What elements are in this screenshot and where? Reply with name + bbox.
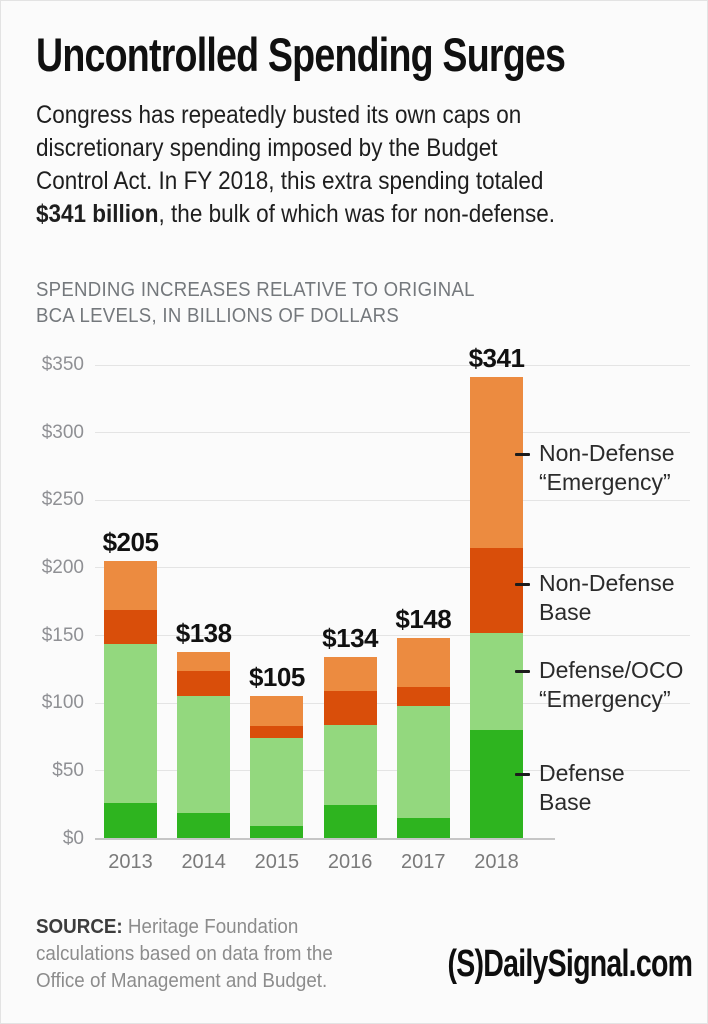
y-axis-tick-label-300: $300	[41, 421, 84, 443]
page-title: Uncontrolled Spending Surges	[36, 28, 566, 81]
intro-line-1: Congress has repeatedly busted its own c…	[36, 101, 522, 129]
source-line-3: Office of Management and Budget.	[36, 970, 328, 992]
annotation-label-non-defense-emergency-line-1: Non-Defense	[539, 440, 675, 467]
intro-bold-figure: $341 billion	[36, 200, 159, 228]
gridline-50	[95, 770, 690, 772]
y-axis-tick-label-100: $100	[41, 692, 84, 714]
annotation-label-non-defense-base: Non-Defense Base	[539, 569, 675, 627]
annotation-label-non-defense-base-line-1: Non-Defense	[539, 570, 675, 597]
x-axis-label-2014: 2014	[181, 850, 226, 873]
annotation-dash-defense-oco-emergency	[515, 669, 530, 673]
bar-segment-defense-base-2016	[323, 804, 377, 839]
y-axis-tick-label-0: $0	[62, 827, 84, 849]
bar-segment-defense-oco-emergency-2018	[470, 632, 523, 731]
gridline-100	[95, 702, 690, 704]
bar-segment-defense-oco-emergency-2016	[323, 724, 377, 805]
intro-line-2: discretionary spending imposed by the Bu…	[36, 134, 498, 162]
bar-segment-defense-oco-emergency-2017	[396, 705, 450, 819]
bar-segment-defense-oco-emergency-2013	[104, 643, 157, 804]
bar-segment-defense-base-2015	[250, 826, 304, 839]
daily-signal-logo: (S)DailySignal.com	[447, 943, 692, 985]
x-axis-label-2013: 2013	[108, 850, 153, 873]
bar-segment-defense-oco-emergency-2014	[177, 696, 231, 813]
annotation-label-defense-base: Defense Base	[539, 759, 625, 817]
gridline-150	[95, 635, 690, 637]
annotation-label-defense-base-line-1: Defense	[539, 760, 625, 787]
source-line-2: calculations based on data from the	[36, 943, 333, 965]
bar-segment-non-defense-emergency-2017	[396, 638, 450, 687]
source-note: SOURCE: Heritage Foundation calculations…	[36, 914, 352, 995]
bar-total-label-2017: $148	[395, 604, 452, 635]
bar-segment-non-defense-emergency-2018	[470, 377, 523, 548]
gridline-250	[95, 499, 690, 501]
bar-segment-defense-base-2013	[104, 803, 157, 839]
x-axis-label-2017: 2017	[401, 850, 446, 873]
bar-total-label-2018: $341	[468, 343, 525, 374]
annotation-label-defense-oco-emergency-line-1: Defense/OCO	[539, 657, 684, 684]
bar-segment-non-defense-base-2018	[470, 547, 523, 633]
bar-total-label-2013: $205	[102, 527, 159, 558]
annotation-label-defense-oco-emergency: Defense/OCO “Emergency”	[539, 656, 683, 714]
annotation-label-defense-base-line-2: Base	[539, 789, 592, 816]
intro-line-4: $341 billion, the bulk of which was for …	[36, 198, 555, 231]
annotation-dash-non-defense-base	[515, 582, 530, 586]
bar-segment-non-defense-emergency-2015	[250, 696, 304, 727]
annotation-label-non-defense-base-line-2: Base	[539, 599, 592, 626]
chart-title: SPENDING INCREASES RELATIVE TO ORIGINAL …	[36, 277, 508, 329]
bar-segment-non-defense-emergency-2013	[104, 561, 157, 610]
x-axis-label-2015: 2015	[254, 850, 300, 873]
bar-segment-non-defense-base-2014	[177, 670, 231, 697]
intro-line-3: Control Act. In FY 2018, this extra spen…	[36, 167, 544, 195]
bar-total-label-2015: $105	[248, 662, 305, 693]
source-line-1: SOURCE: Heritage Foundation	[36, 914, 333, 941]
bar-total-label-2016: $134	[322, 623, 379, 654]
bar-segment-defense-base-2014	[177, 812, 231, 839]
x-axis-label-2018: 2018	[474, 850, 519, 873]
bar-segment-defense-base-2017	[396, 818, 450, 839]
y-axis-tick-label-150: $150	[41, 624, 84, 646]
bar-segment-non-defense-base-2017	[396, 686, 450, 706]
bar-segment-defense-base-2018	[470, 730, 523, 839]
annotation-label-defense-oco-emergency-line-2: “Emergency”	[539, 686, 671, 713]
intro-line-4-rest: , the bulk of which was for non-defense.	[158, 200, 556, 228]
y-axis-tick-label-350: $350	[41, 354, 84, 375]
x-axis-label-2016: 2016	[327, 850, 373, 873]
y-axis-tick-label-50: $50	[52, 759, 84, 781]
intro-paragraph: Congress has repeatedly busted its own c…	[36, 99, 613, 231]
bar-segment-non-defense-base-2013	[104, 609, 157, 644]
bar-segment-non-defense-emergency-2014	[177, 651, 231, 671]
bar-segment-non-defense-emergency-2016	[323, 657, 377, 692]
chart-title-line-1: SPENDING INCREASES RELATIVE TO ORIGINAL	[36, 279, 475, 301]
annotation-label-non-defense-emergency-line-2: “Emergency”	[539, 469, 671, 496]
annotation-dash-defense-base	[515, 772, 530, 776]
annotation-dash-non-defense-emergency	[515, 452, 530, 456]
gridline-300	[95, 432, 690, 434]
y-axis-tick-label-200: $200	[41, 556, 84, 578]
x-axis-baseline	[95, 837, 555, 840]
source-line-1-rest: Heritage Foundation	[122, 916, 299, 938]
bar-segment-defense-oco-emergency-2015	[250, 738, 304, 827]
gridline-350	[95, 364, 690, 366]
chart-title-line-2: BCA LEVELS, IN BILLIONS OF DOLLARS	[36, 305, 400, 327]
source-label: SOURCE:	[36, 916, 123, 938]
gridline-200	[95, 567, 690, 569]
bar-segment-non-defense-base-2015	[250, 726, 304, 739]
bar-total-label-2014: $138	[175, 617, 232, 648]
annotation-label-non-defense-emergency: Non-Defense “Emergency”	[539, 439, 675, 497]
bar-segment-non-defense-base-2016	[323, 691, 377, 725]
y-axis-tick-label-250: $250	[41, 489, 84, 511]
